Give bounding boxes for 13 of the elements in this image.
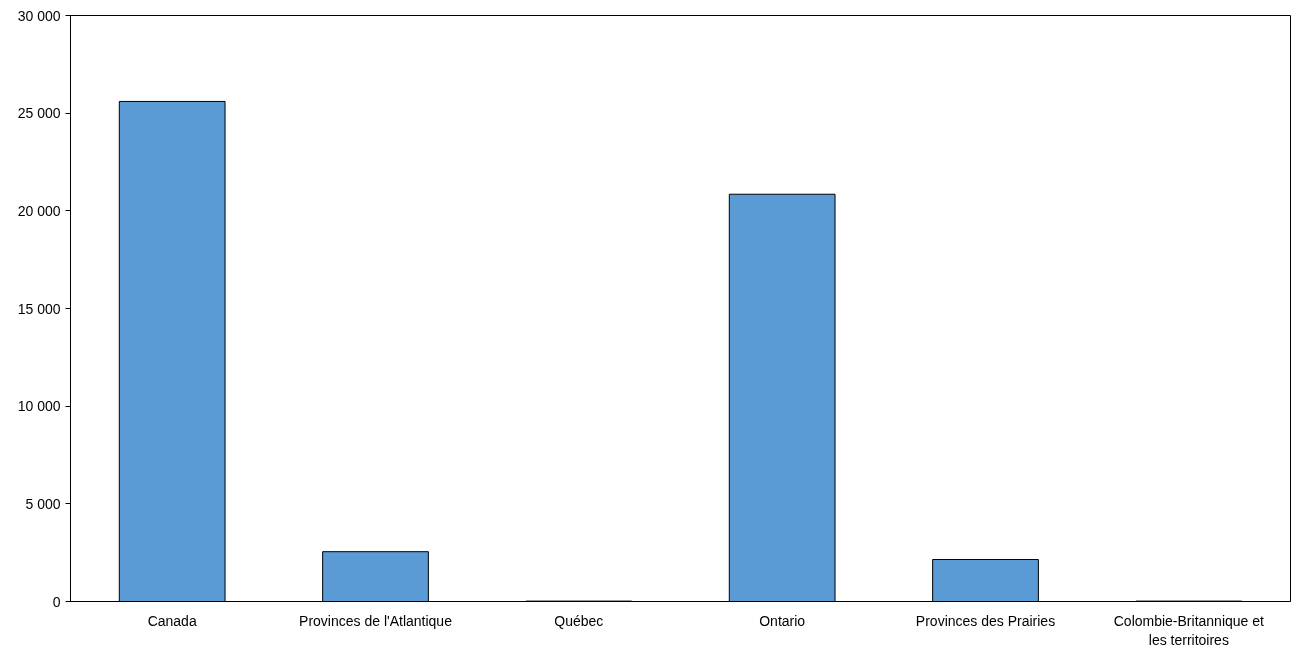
y-tick-label: 25 000 bbox=[17, 105, 61, 122]
y-tick-label: 5 000 bbox=[25, 495, 61, 512]
y-tick-label: 20 000 bbox=[17, 202, 61, 219]
y-tick-label: 10 000 bbox=[17, 398, 61, 415]
x-tick-label: Ontario bbox=[759, 612, 806, 629]
x-tick-label: Provinces des Prairies bbox=[915, 612, 1056, 629]
y-tick-label: 0 bbox=[52, 593, 61, 610]
x-tick-label: Provinces de l'Atlantique bbox=[299, 612, 453, 629]
y-tick-label: 15 000 bbox=[17, 300, 61, 317]
x-tick-label: Colombie-Britannique et les territoires bbox=[1113, 612, 1265, 648]
x-tick-label: Québec bbox=[554, 612, 604, 629]
x-tick-label: Canada bbox=[147, 612, 197, 629]
y-tick-label: 30 000 bbox=[17, 7, 61, 24]
